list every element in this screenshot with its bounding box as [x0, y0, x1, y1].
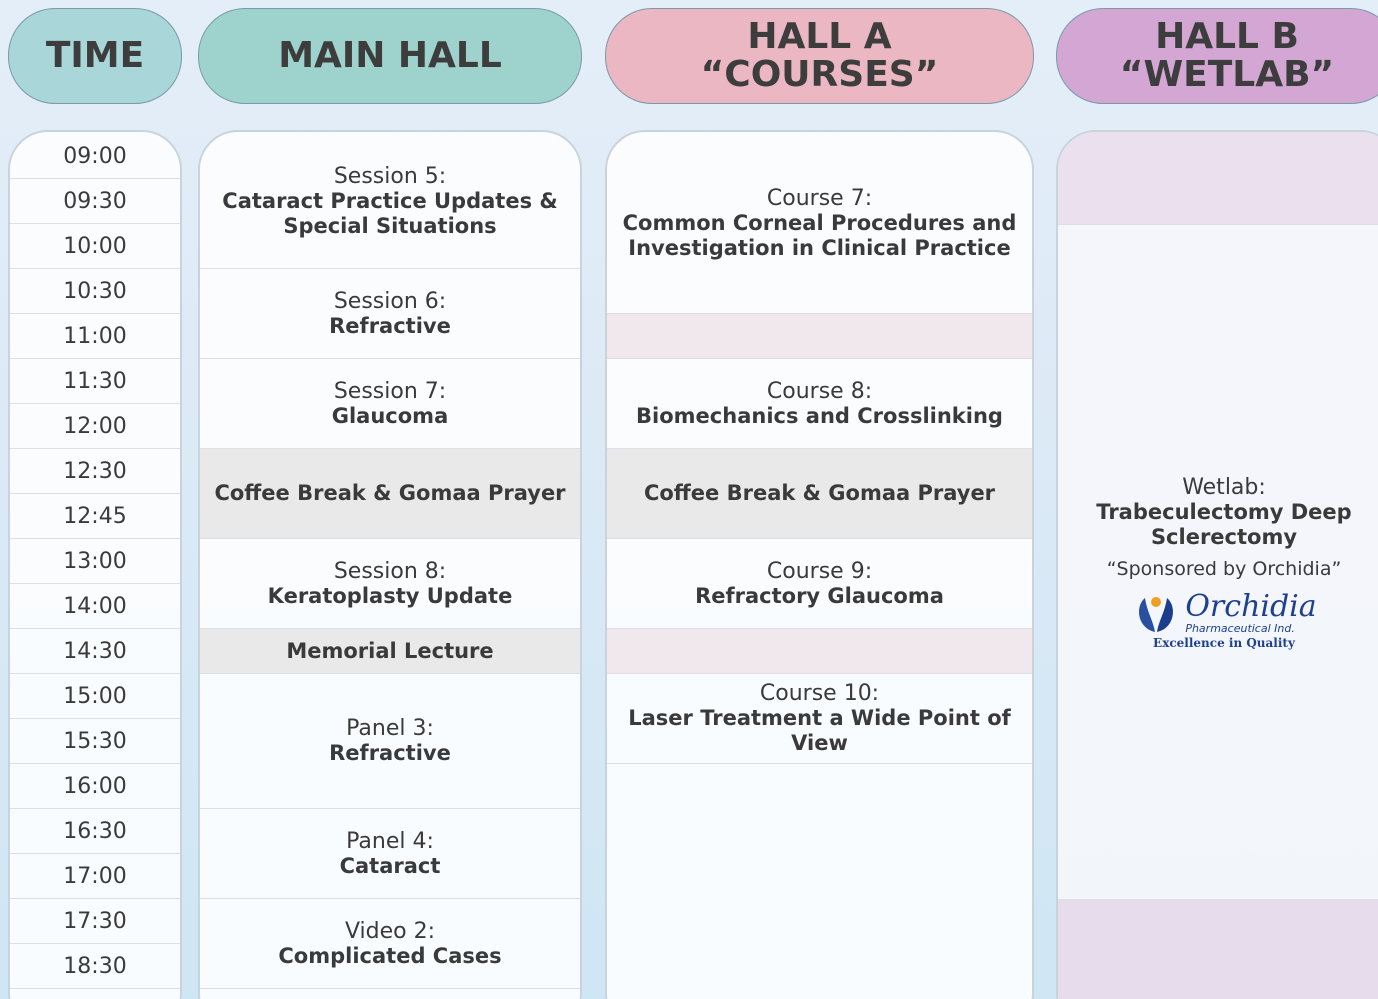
time-slot: 12:00	[10, 404, 180, 449]
time-slot: 16:30	[10, 809, 180, 854]
time-slot: 12:30	[10, 449, 180, 494]
header-hall-a: HALL A “COURSES”	[605, 8, 1034, 104]
block-title: Refractive	[329, 741, 451, 765]
time-column: 09:00 09:30 10:00 10:30 11:00 11:30 12:00 12:30…	[8, 130, 182, 999]
logo-name: Orchidia	[1185, 589, 1317, 624]
session-block: Panel 4: Cataract	[200, 809, 580, 899]
logo-icon	[1139, 596, 1174, 632]
session-block: Video 2: Complicated Cases	[200, 899, 580, 989]
sponsor-text: “Sponsored by Orchidia”	[1106, 557, 1342, 580]
block-label: Course 9:	[766, 558, 873, 584]
block-title: Biomechanics and Crosslinking	[636, 403, 1003, 428]
block-title: Keratoplasty Update	[267, 583, 513, 608]
header-main-hall: MAIN HALL	[198, 8, 582, 104]
session-block: Session 8: Keratoplasty Update	[200, 539, 580, 629]
session-block: Coffee Break & Gomaa Prayer	[607, 449, 1032, 539]
header-subtitle: “WETLAB”	[1119, 54, 1335, 95]
block-label: Wetlab:	[1182, 474, 1266, 500]
header-text: MAIN HALL	[278, 35, 502, 76]
session-block: Course 8: Biomechanics and Crosslinking	[607, 359, 1032, 449]
block-title: Cataract	[339, 853, 441, 878]
session-block: Course 9: Refractory Glaucoma	[607, 539, 1032, 629]
time-slot: 11:30	[10, 359, 180, 404]
time-slot: 18:30	[10, 944, 180, 989]
session-block: Session 7: Glaucoma	[200, 359, 580, 449]
block-title: Memorial Lecture	[286, 638, 494, 663]
block-title: Coffee Break & Gomaa Prayer	[643, 481, 996, 505]
block-title: Laser Treatment a Wide Point of View	[628, 706, 1011, 755]
header-text: HALL A	[747, 16, 892, 57]
logo-tagline: Excellence in Quality	[1153, 635, 1295, 650]
time-slot: 15:00	[10, 674, 180, 719]
time-slot: 13:00	[10, 539, 180, 584]
time-slot: 17:00	[10, 854, 180, 899]
block-title: Complicated Cases	[278, 943, 502, 968]
header-hall-b: HALL B “WETLAB”	[1056, 8, 1378, 104]
block-title: Glaucoma	[331, 403, 449, 428]
sponsor-logo: Orchidia Pharmaceutical Ind.	[1131, 589, 1317, 636]
block-label: Course 7:	[766, 186, 873, 211]
block-title: Refractive	[329, 313, 451, 338]
session-block: Memorial Lecture	[200, 629, 580, 674]
time-slot: 17:30	[10, 899, 180, 944]
main-hall-column: Session 5: Cataract Practice Updates & Sp…	[198, 130, 582, 999]
block-label: Panel 3:	[346, 716, 434, 741]
block-label: Session 6:	[333, 288, 447, 314]
time-slot: 09:00	[10, 134, 180, 179]
time-slot: 10:30	[10, 269, 180, 314]
session-block: Session 6: Refractive	[200, 269, 580, 359]
empty-slot	[1058, 132, 1378, 225]
block-title: Coffee Break & Gomaa Prayer	[214, 481, 566, 505]
header-time: TIME	[8, 8, 182, 104]
block-label: Course 8:	[766, 378, 873, 404]
session-block: Course 7: Common Corneal Procedures and I…	[607, 134, 1032, 314]
empty-slot	[1058, 900, 1378, 999]
session-block: Panel 3: Refractive	[200, 674, 580, 809]
block-title: Trabeculectomy Deep Sclerectomy	[1096, 499, 1352, 549]
hall-a-column: Course 7: Common Corneal Procedures and I…	[605, 130, 1034, 999]
empty-slot	[607, 314, 1032, 359]
header-text: HALL B	[1155, 16, 1299, 57]
time-slot: 14:30	[10, 629, 180, 674]
hall-b-column: Wetlab: Trabeculectomy Deep Sclerectomy …	[1056, 130, 1378, 999]
logo-sub: Pharmaceutical Ind.	[1185, 622, 1295, 635]
wetlab-block: Wetlab: Trabeculectomy Deep Sclerectomy …	[1058, 225, 1378, 900]
time-slot: 10:00	[10, 224, 180, 269]
block-label: Video 2:	[344, 918, 436, 944]
empty-slot	[607, 629, 1032, 674]
block-title: Refractory Glaucoma	[695, 583, 944, 608]
time-slot: 16:00	[10, 764, 180, 809]
session-block: Session 5: Cataract Practice Updates & Sp…	[200, 134, 580, 269]
session-block: Course 10: Laser Treatment a Wide Point o…	[607, 674, 1032, 764]
session-block: Coffee Break & Gomaa Prayer	[200, 449, 580, 539]
time-slot: 15:30	[10, 719, 180, 764]
block-title: Cataract Practice Updates & Special Situ…	[222, 188, 558, 238]
block-label: Panel 4:	[346, 828, 434, 854]
header-subtitle: “COURSES”	[700, 54, 939, 95]
time-slot: 11:00	[10, 314, 180, 359]
time-slot: 14:00	[10, 584, 180, 629]
time-slot: 12:45	[10, 494, 180, 539]
time-slot: 09:30	[10, 179, 180, 224]
block-title: Common Corneal Procedures and Investigat…	[622, 211, 1017, 260]
block-label: Course 10:	[759, 681, 880, 706]
block-label: Session 5:	[333, 163, 447, 189]
block-label: Session 8:	[333, 558, 447, 584]
header-text: TIME	[45, 35, 145, 76]
block-label: Session 7:	[333, 378, 447, 404]
